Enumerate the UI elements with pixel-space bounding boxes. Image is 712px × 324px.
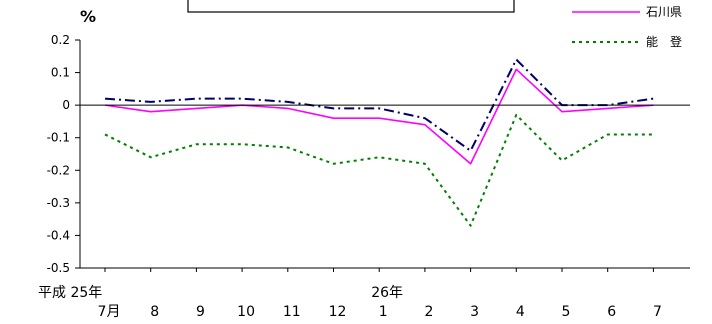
data-point-noto: [195, 143, 197, 145]
data-point-noto: [424, 163, 426, 165]
data-point-noto: [515, 114, 517, 116]
title-box: [187, 0, 515, 13]
y-tick-label: 0.1: [51, 66, 70, 80]
x-axis-ticks: 7月 8 9 10 11 12 1 2 3 4 5 6 7平成 25年 26年: [38, 268, 662, 320]
series-line-noto: [104, 113, 654, 227]
y-tick-label: -0.4: [47, 228, 70, 242]
data-point-ishikawa: [424, 123, 426, 125]
x-tick-label: 7: [653, 304, 662, 320]
year-label: 26年: [371, 285, 403, 301]
x-tick-label: 11: [283, 304, 301, 320]
data-point-ishikawa: [150, 110, 152, 112]
data-point-noto: [561, 159, 563, 161]
data-point-ishikawa: [332, 117, 334, 119]
x-tick-label: 1: [379, 304, 388, 320]
x-tick-label: 10: [237, 304, 255, 320]
x-tick-label: 12: [329, 304, 347, 320]
data-point-national: [469, 150, 471, 152]
data-point-ishikawa: [515, 68, 517, 70]
data-point-noto: [652, 133, 654, 135]
data-point-ishikawa: [607, 107, 609, 109]
y-tick-label: 0.2: [51, 33, 70, 47]
y-tick-label: -0.5: [47, 261, 70, 275]
x-tick-label: 3: [470, 304, 479, 320]
data-point-national: [104, 97, 106, 99]
data-point-ishikawa: [195, 107, 197, 109]
x-tick-label: 5: [562, 304, 571, 320]
data-point-national: [652, 97, 654, 99]
x-tick-label: 9: [196, 304, 205, 320]
data-point-ishikawa: [378, 117, 380, 119]
data-point-noto: [378, 156, 380, 158]
data-point-national: [332, 107, 334, 109]
data-point-ishikawa: [469, 163, 471, 165]
data-point-national: [150, 101, 152, 103]
legend-label-ishikawa: 石川県: [646, 5, 682, 19]
y-tick-label: -0.3: [47, 196, 70, 210]
legend-label-noto: 能 登: [646, 34, 682, 49]
data-point-noto: [332, 163, 334, 165]
year-label: 平成 25年: [38, 285, 102, 301]
data-point-national: [378, 107, 380, 109]
y-axis-unit-label: %: [80, 7, 96, 26]
data-point-noto: [241, 143, 243, 145]
data-point-national: [287, 101, 289, 103]
data-point-noto: [469, 224, 471, 226]
data-point-national: [424, 117, 426, 119]
y-tick-label: -0.1: [47, 131, 70, 145]
series-line-ishikawa: [104, 68, 654, 165]
data-point-noto: [150, 156, 152, 158]
y-tick-label: 0: [62, 98, 70, 112]
data-point-ishikawa: [287, 107, 289, 109]
x-tick-label: 8: [150, 304, 159, 320]
y-axis-ticks: 0.2 0.1 0 -0.1 -0.2 -0.3 -0.4 -0.5: [47, 33, 80, 275]
x-tick-label: 6: [607, 304, 616, 320]
data-point-noto: [607, 133, 609, 135]
data-point-national: [515, 58, 517, 60]
data-point-national: [241, 97, 243, 99]
data-point-ishikawa: [561, 110, 563, 112]
x-tick-label: 2: [424, 304, 433, 320]
data-point-noto: [287, 146, 289, 148]
data-point-noto: [104, 133, 106, 135]
x-tick-label: 4: [516, 304, 525, 320]
y-tick-label: -0.2: [47, 163, 70, 177]
data-point-national: [195, 97, 197, 99]
x-tick-label: 7月: [98, 304, 121, 320]
